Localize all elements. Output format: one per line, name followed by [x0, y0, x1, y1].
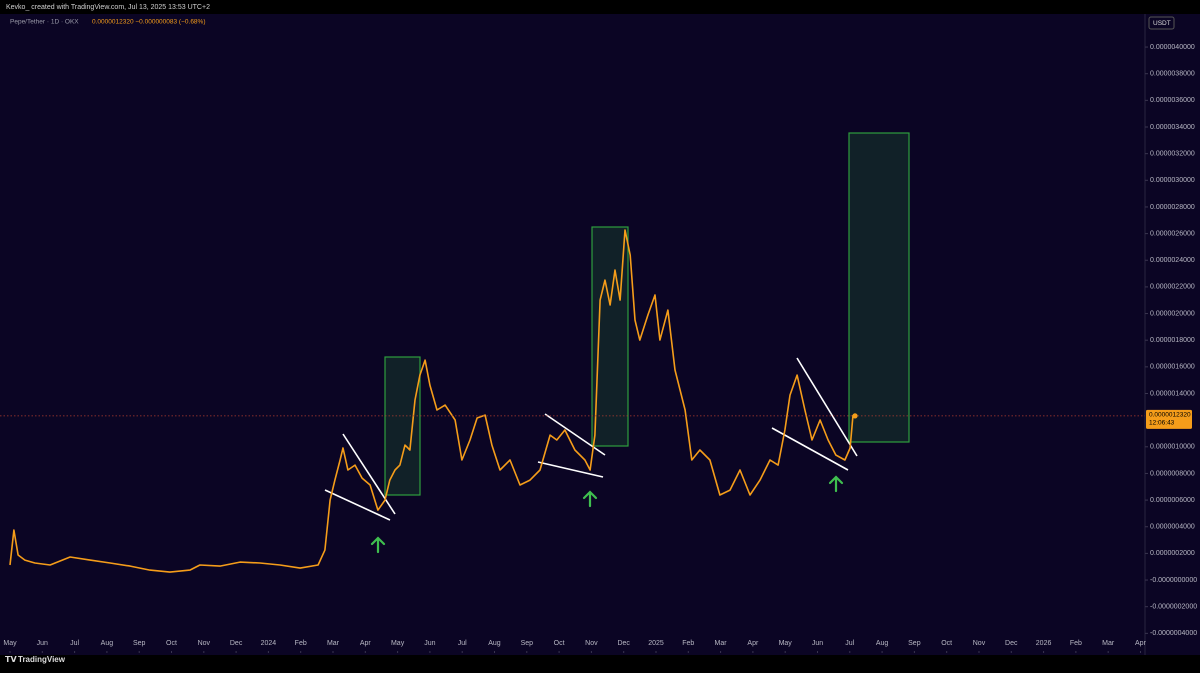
price-label: 0.0000012320 [1149, 412, 1191, 419]
trendline [544, 413, 606, 456]
x-tick-label: Oct [166, 640, 177, 647]
x-tick-label: Mar [715, 640, 728, 647]
x-tick-label: Aug [876, 640, 889, 647]
y-tick-label: 0.0000020000 [1150, 310, 1195, 317]
symbol: Pepe/Tether · 1D · OKX [10, 19, 79, 26]
trendline [796, 357, 858, 457]
x-tick-label: Dec [617, 640, 630, 647]
y-tick-label: 0.0000022000 [1150, 284, 1195, 291]
y-tick-label: 0.0000002000 [1150, 550, 1195, 557]
y-tick-label: 0.0000016000 [1150, 364, 1195, 371]
x-tick-label: Oct [554, 640, 565, 647]
y-tick-label: 0.0000004000 [1150, 524, 1195, 531]
y-tick-label: -0.0000004000 [1150, 630, 1197, 637]
last-price-dot [852, 413, 858, 419]
x-tick-label: Feb [682, 640, 694, 647]
x-tick-label: Jul [70, 640, 79, 647]
up-arrow [370, 536, 386, 554]
y-tick-label: 0.0000014000 [1150, 390, 1195, 397]
x-tick-label: Apr [360, 640, 372, 647]
x-tick-label: Jun [37, 640, 48, 647]
x-tick-label: Aug [101, 640, 114, 647]
x-tick-label: May [391, 640, 405, 647]
x-tick-label: Sep [908, 640, 921, 647]
x-tick-label: Sep [133, 640, 146, 647]
y-tick-label: 0.0000040000 [1150, 44, 1195, 51]
header: Kevko_ created with TradingView.com, Jul… [6, 4, 210, 11]
brand-logo: 𝗧𝗩 [5, 655, 17, 664]
price-axis [1145, 14, 1200, 655]
projection-box [384, 356, 421, 496]
x-tick-label: 2024 [261, 640, 277, 647]
x-tick-label: 2026 [1036, 640, 1052, 647]
y-tick-label: 0.0000024000 [1150, 257, 1195, 264]
x-tick-label: Mar [327, 640, 340, 647]
x-tick-label: Dec [1005, 640, 1018, 647]
y-tick-label: 0.0000028000 [1150, 204, 1195, 211]
x-tick-label: Oct [941, 640, 952, 647]
y-tick-label: 0.0000038000 [1150, 71, 1195, 78]
brand: TradingView [18, 655, 66, 664]
x-tick-label: Jun [812, 640, 823, 647]
y-tick-label: 0.0000036000 [1150, 97, 1195, 104]
x-tick-label: Nov [585, 640, 598, 647]
y-tick-label: 0.0000018000 [1150, 337, 1195, 344]
x-tick-label: Feb [295, 640, 307, 647]
x-tick-label: Dec [230, 640, 243, 647]
y-tick-label: 0.0000032000 [1150, 150, 1195, 157]
trendline [342, 433, 396, 515]
x-tick-label: Aug [488, 640, 501, 647]
x-tick-label: Nov [198, 640, 211, 647]
y-tick-label: 0.0000010000 [1150, 444, 1195, 451]
price-label-box [1146, 409, 1192, 429]
y-tick-label: 0.0000008000 [1150, 470, 1195, 477]
x-tick-label: 2025 [648, 640, 664, 647]
trendline [537, 461, 604, 478]
y-tick-label: 0.0000034000 [1150, 124, 1195, 131]
arrows [370, 475, 844, 554]
x-tick-label: Apr [1135, 640, 1147, 647]
currency-box[interactable] [1148, 16, 1175, 30]
trendline [324, 489, 391, 521]
x-tick-label: Feb [1070, 640, 1082, 647]
currency: USDT [1153, 20, 1171, 27]
x-tick-label: Nov [973, 640, 986, 647]
projection-box [848, 132, 910, 443]
y-tick-label: -0.0000002000 [1150, 604, 1197, 611]
countdown: 12:06:43 [1149, 420, 1175, 427]
plot-background [0, 14, 1145, 655]
y-tick-label: 0.0000006000 [1150, 497, 1195, 504]
x-tick-label: Jul [458, 640, 467, 647]
x-tick-label: Jun [424, 640, 435, 647]
up-arrow [582, 490, 598, 508]
quote: 0.0000012320 −0.000000083 (−0.68%) [92, 19, 206, 26]
y-tick-label: 0.0000026000 [1150, 230, 1195, 237]
x-tick-label: Apr [747, 640, 759, 647]
x-tick-label: May [3, 640, 17, 647]
x-tick-label: Sep [521, 640, 534, 647]
price-line [9, 229, 854, 573]
y-tick-label: -0.0000000000 [1150, 577, 1197, 584]
y-tick-label: 0.0000030000 [1150, 177, 1195, 184]
x-tick-label: Jul [845, 640, 854, 647]
x-tick-label: May [779, 640, 793, 647]
up-arrow [828, 475, 844, 493]
x-tick-label: Mar [1102, 640, 1115, 647]
